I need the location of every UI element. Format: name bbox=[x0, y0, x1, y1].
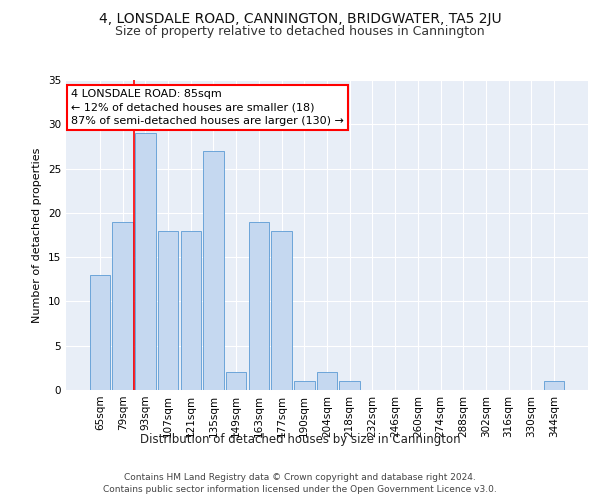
Bar bbox=[248, 222, 269, 390]
Text: Distribution of detached houses by size in Cannington: Distribution of detached houses by size … bbox=[140, 432, 460, 446]
Bar bbox=[181, 230, 201, 390]
Y-axis label: Number of detached properties: Number of detached properties bbox=[32, 148, 43, 322]
Bar bbox=[544, 381, 564, 390]
Bar bbox=[226, 372, 247, 390]
Text: 4, LONSDALE ROAD, CANNINGTON, BRIDGWATER, TA5 2JU: 4, LONSDALE ROAD, CANNINGTON, BRIDGWATER… bbox=[98, 12, 502, 26]
Bar bbox=[112, 222, 133, 390]
Bar bbox=[135, 133, 155, 390]
Bar bbox=[294, 381, 314, 390]
Text: 4 LONSDALE ROAD: 85sqm
← 12% of detached houses are smaller (18)
87% of semi-det: 4 LONSDALE ROAD: 85sqm ← 12% of detached… bbox=[71, 90, 344, 126]
Text: Size of property relative to detached houses in Cannington: Size of property relative to detached ho… bbox=[115, 25, 485, 38]
Bar bbox=[271, 230, 292, 390]
Bar bbox=[158, 230, 178, 390]
Text: Contains public sector information licensed under the Open Government Licence v3: Contains public sector information licen… bbox=[103, 485, 497, 494]
Bar bbox=[317, 372, 337, 390]
Bar bbox=[340, 381, 360, 390]
Bar bbox=[90, 275, 110, 390]
Bar bbox=[203, 151, 224, 390]
Text: Contains HM Land Registry data © Crown copyright and database right 2024.: Contains HM Land Registry data © Crown c… bbox=[124, 472, 476, 482]
